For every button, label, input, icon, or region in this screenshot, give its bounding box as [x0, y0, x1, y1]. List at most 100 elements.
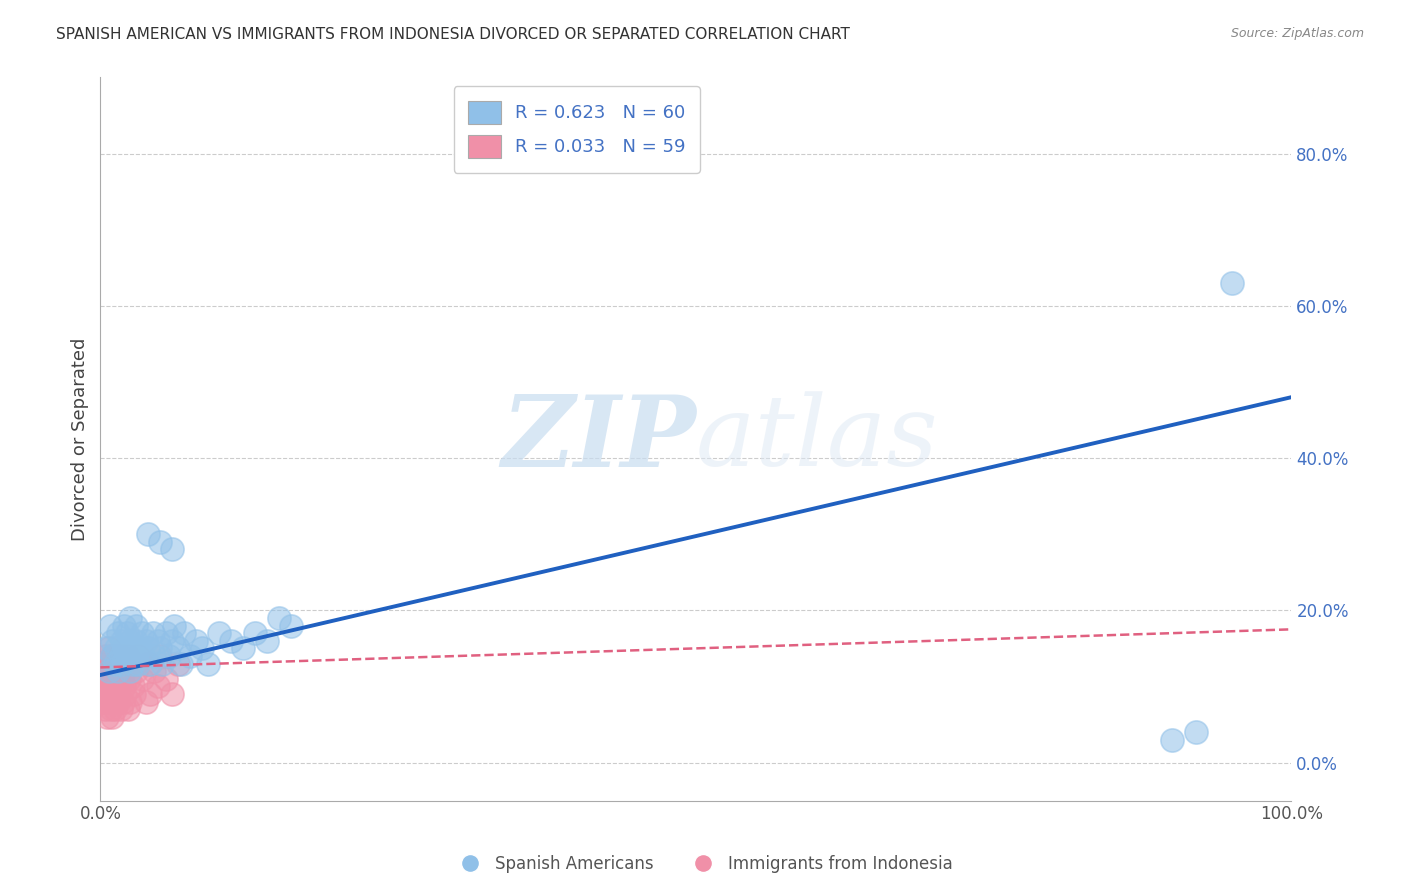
- Point: [120, 664, 142, 678]
- Point: [101, 633, 124, 648]
- Point: [100, 680, 122, 694]
- Point: [101, 710, 124, 724]
- Point: [108, 680, 131, 694]
- Point: [101, 648, 124, 663]
- Point: [96, 695, 118, 709]
- Point: [94, 672, 117, 686]
- Point: [111, 657, 134, 671]
- Point: [149, 534, 172, 549]
- Point: [107, 695, 129, 709]
- Point: [104, 641, 127, 656]
- Text: atlas: atlas: [696, 392, 939, 487]
- Point: [122, 641, 145, 656]
- Point: [1161, 732, 1184, 747]
- Point: [135, 633, 157, 648]
- Point: [125, 648, 148, 663]
- Text: ZIP: ZIP: [501, 391, 696, 487]
- Point: [149, 648, 172, 663]
- Point: [112, 680, 135, 694]
- Point: [232, 641, 254, 656]
- Legend: Spanish Americans, Immigrants from Indonesia: Spanish Americans, Immigrants from Indon…: [446, 848, 960, 880]
- Point: [267, 611, 290, 625]
- Point: [98, 695, 121, 709]
- Point: [197, 657, 219, 671]
- Point: [166, 657, 188, 671]
- Point: [245, 626, 267, 640]
- Point: [122, 687, 145, 701]
- Point: [125, 633, 148, 648]
- Point: [100, 702, 122, 716]
- Y-axis label: Divorced or Separated: Divorced or Separated: [72, 337, 89, 541]
- Point: [91, 680, 114, 694]
- Point: [221, 633, 243, 648]
- Point: [160, 542, 183, 557]
- Point: [115, 648, 138, 663]
- Point: [149, 641, 172, 656]
- Point: [160, 687, 183, 701]
- Point: [115, 648, 138, 663]
- Point: [104, 657, 127, 671]
- Point: [114, 687, 136, 701]
- Point: [104, 672, 127, 686]
- Point: [1220, 276, 1243, 290]
- Point: [111, 695, 134, 709]
- Point: [121, 680, 143, 694]
- Point: [93, 687, 115, 701]
- Point: [184, 633, 207, 648]
- Point: [96, 641, 118, 656]
- Point: [101, 648, 124, 663]
- Point: [208, 626, 231, 640]
- Point: [107, 664, 129, 678]
- Point: [96, 664, 118, 678]
- Point: [97, 687, 120, 701]
- Point: [150, 657, 173, 671]
- Point: [131, 672, 153, 686]
- Point: [96, 680, 118, 694]
- Point: [98, 672, 121, 686]
- Legend: R = 0.623   N = 60, R = 0.033   N = 59: R = 0.623 N = 60, R = 0.033 N = 59: [454, 87, 700, 172]
- Point: [136, 527, 159, 541]
- Point: [159, 648, 181, 663]
- Point: [118, 672, 141, 686]
- Point: [179, 648, 201, 663]
- Point: [110, 702, 132, 716]
- Point: [112, 664, 135, 678]
- Point: [112, 618, 135, 632]
- Point: [146, 680, 169, 694]
- Point: [121, 657, 143, 671]
- Point: [103, 695, 125, 709]
- Point: [173, 626, 195, 640]
- Point: [146, 633, 169, 648]
- Point: [142, 626, 165, 640]
- Point: [155, 626, 177, 640]
- Point: [125, 664, 148, 678]
- Point: [125, 618, 148, 632]
- Point: [120, 657, 142, 671]
- Point: [163, 618, 186, 632]
- Point: [117, 702, 139, 716]
- Point: [94, 702, 117, 716]
- Point: [142, 664, 165, 678]
- Point: [166, 641, 188, 656]
- Point: [108, 648, 131, 663]
- Point: [155, 672, 177, 686]
- Point: [110, 648, 132, 663]
- Point: [111, 672, 134, 686]
- Point: [115, 626, 138, 640]
- Point: [104, 702, 127, 716]
- Point: [256, 633, 278, 648]
- Point: [120, 695, 142, 709]
- Point: [120, 633, 142, 648]
- Point: [101, 687, 124, 701]
- Point: [103, 664, 125, 678]
- Point: [91, 664, 114, 678]
- Point: [107, 626, 129, 640]
- Point: [104, 657, 127, 671]
- Point: [96, 648, 118, 663]
- Point: [90, 695, 112, 709]
- Point: [111, 633, 134, 648]
- Point: [142, 648, 165, 663]
- Point: [131, 626, 153, 640]
- Point: [128, 641, 150, 656]
- Point: [170, 657, 193, 671]
